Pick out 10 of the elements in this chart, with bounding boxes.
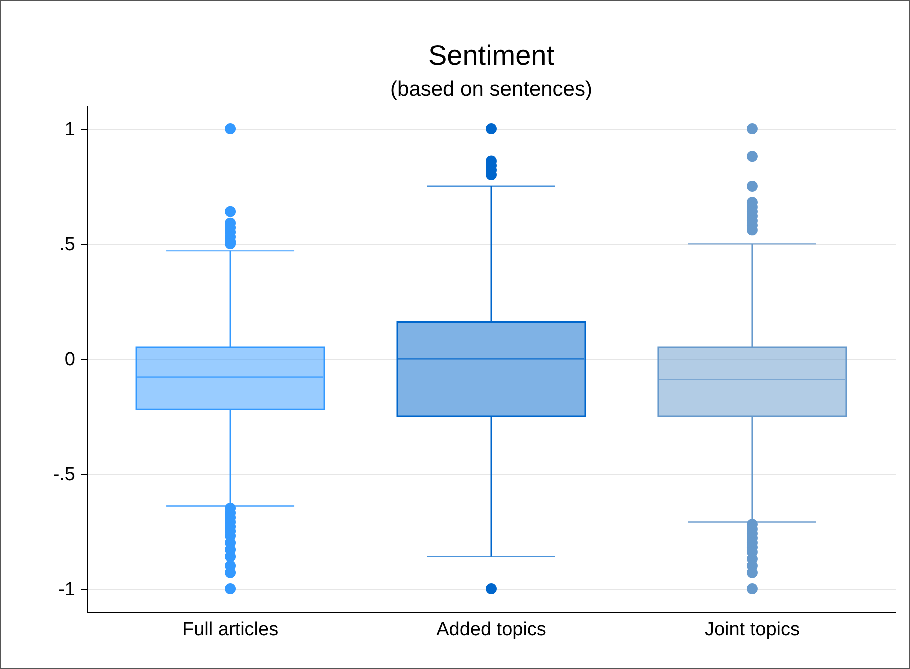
x-tick-label: Joint topics [704,620,800,640]
chart-title: Sentiment [428,40,555,71]
y-tick-label: 1 [64,120,76,140]
x-tick-label: Full articles [182,620,279,640]
y-tick-label: .5 [60,234,76,256]
x-tick-label: Added topics [436,620,546,640]
chart-subtitle: (based on sentences) [390,78,592,101]
y-tick-label: -.5 [53,464,76,486]
y-tick-label: -1 [58,580,76,600]
y-tick-label: 0 [64,350,76,370]
